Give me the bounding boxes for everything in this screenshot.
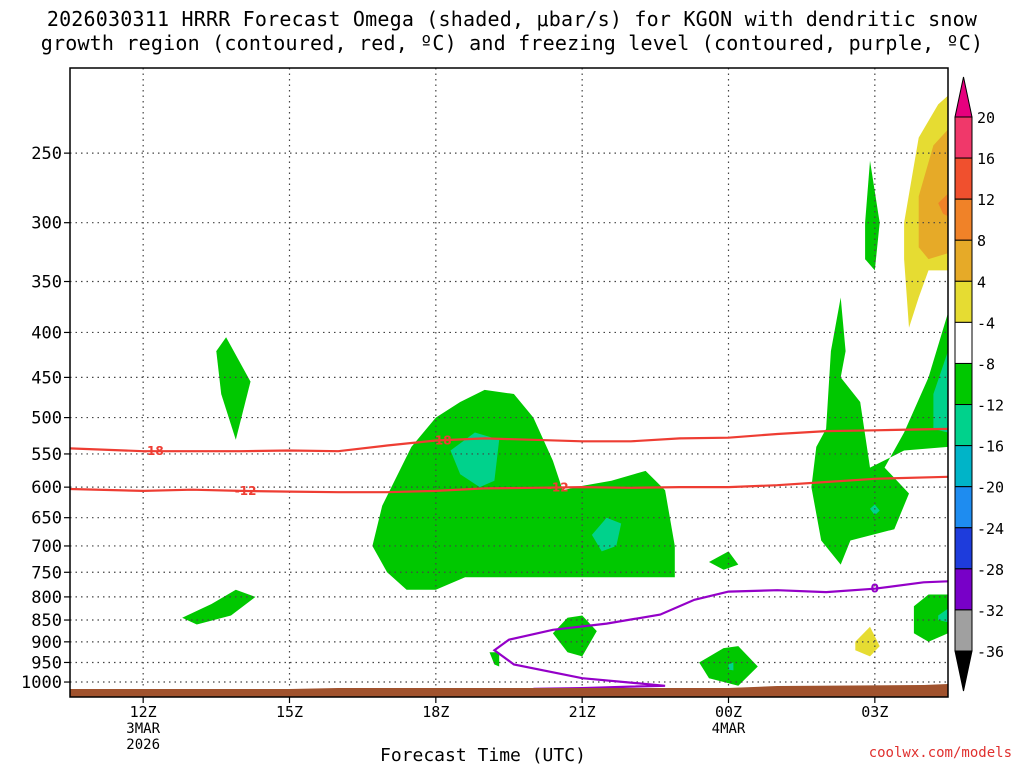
y-tick-label-700: 700 [31, 537, 62, 557]
colorbar-label-11: -28 [977, 561, 1004, 579]
colorbar-label-6: -8 [977, 355, 995, 373]
colorbar-box-1 [955, 158, 972, 199]
y-tick-label-250: 250 [31, 144, 62, 164]
colorbar-label-2: 12 [977, 191, 995, 209]
y-tick-label-650: 650 [31, 509, 62, 529]
colorbar-label-0: 20 [977, 109, 995, 127]
y-tick-label-600: 600 [31, 478, 62, 498]
x-tick-label-03Z: 03Z [861, 703, 888, 721]
x-tick-label-15Z: 15Z [276, 703, 303, 721]
omega-region-0 [216, 337, 250, 440]
x-tick-label-00Z: 00Z [715, 703, 742, 721]
plot-area: -18 -18 -12 -12 0 [70, 68, 948, 697]
y-tick-label-550: 550 [31, 445, 62, 465]
omega-region-5 [709, 551, 738, 569]
contour-label-2: -12 [235, 484, 257, 498]
colorbar-label-9: -20 [977, 479, 1004, 497]
colorbar-box-5 [955, 322, 972, 363]
x-axis-title: Forecast Time (UTC) [380, 745, 586, 766]
x-year-label-12Z: 2026 [126, 737, 160, 753]
x-date-label-12Z: 3MAR [126, 721, 160, 737]
contour-label-4: 0 [871, 582, 879, 596]
omega-region-7 [865, 161, 880, 271]
colorbar-box-2 [955, 199, 972, 240]
x-tick-label-18Z: 18Z [422, 703, 449, 721]
contour-label-1: -18 [430, 433, 452, 447]
colorbar-box-10 [955, 528, 972, 569]
colorbar-label-13: -36 [977, 643, 1004, 661]
y-tick-label-450: 450 [31, 368, 62, 388]
colorbar-box-3 [955, 240, 972, 281]
colorbar-box-9 [955, 487, 972, 528]
y-tick-label-1000: 1000 [21, 673, 62, 693]
omega-region-2 [372, 390, 674, 590]
y-tick-label-300: 300 [31, 214, 62, 234]
y-tick-label-500: 500 [31, 409, 62, 429]
y-tick-label-350: 350 [31, 273, 62, 293]
colorbar-label-3: 8 [977, 232, 986, 250]
omega-region-3 [553, 616, 597, 657]
colorbar-box-4 [955, 281, 972, 322]
omega-region-9 [490, 652, 500, 666]
x-date-label-00Z: 4MAR [712, 721, 746, 737]
y-tick-label-750: 750 [31, 563, 62, 583]
credit-text: coolwx.com/models [869, 745, 1012, 761]
colorbar-box-13 [955, 610, 972, 651]
colorbar-label-12: -32 [977, 602, 1004, 620]
colorbar-label-4: 4 [977, 273, 986, 291]
contour-label-0: -18 [142, 444, 164, 458]
colorbar-label-8: -16 [977, 438, 1004, 456]
y-tick-label-800: 800 [31, 588, 62, 608]
colorbar-label-7: -12 [977, 397, 1004, 415]
plot-frame [70, 68, 948, 697]
y-tick-label-400: 400 [31, 323, 62, 343]
colorbar-label-5: -4 [977, 314, 995, 332]
colorbar-box-8 [955, 446, 972, 487]
x-tick-label-21Z: 21Z [569, 703, 596, 721]
x-tick-label-12Z: 12Z [130, 703, 157, 721]
colorbar-label-10: -24 [977, 520, 1004, 538]
terrain-strip [70, 684, 948, 697]
y-tick-label-950: 950 [31, 653, 62, 673]
colorbar-box-7 [955, 405, 972, 446]
colorbar-label-1: 16 [977, 150, 995, 168]
colorbar-box-6 [955, 363, 972, 404]
colorbar-box-11 [955, 569, 972, 610]
y-tick-label-850: 850 [31, 611, 62, 631]
colorbar-bottom-arrow [955, 651, 972, 691]
y-tick-label-900: 900 [31, 633, 62, 653]
colorbar-box-0 [955, 117, 972, 158]
colorbar-top-arrow [955, 77, 972, 117]
omega-region-1 [182, 590, 255, 625]
contour-label-3: -12 [547, 480, 569, 494]
